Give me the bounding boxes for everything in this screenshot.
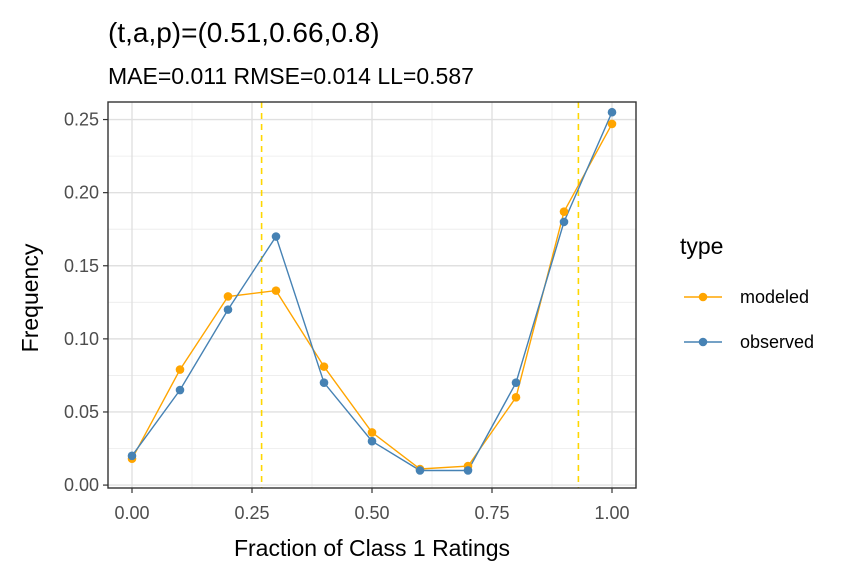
data-point-modeled bbox=[223, 292, 233, 301]
x-tick-label: 0.00 bbox=[114, 503, 149, 523]
data-point-observed bbox=[511, 378, 521, 388]
y-tick-label: 0.15 bbox=[64, 256, 99, 276]
data-point-observed bbox=[367, 436, 377, 446]
x-tick-label: 0.50 bbox=[354, 503, 389, 523]
data-point-observed bbox=[559, 217, 569, 227]
legend-key-point-observed bbox=[698, 337, 708, 347]
chart-title: (t,a,p)=(0.51,0.66,0.8) bbox=[108, 17, 380, 48]
data-point-modeled bbox=[607, 119, 617, 129]
data-point-observed bbox=[415, 466, 425, 475]
data-point-modeled bbox=[367, 428, 377, 437]
y-tick-label: 0.05 bbox=[64, 402, 99, 422]
data-point-modeled bbox=[175, 365, 185, 374]
x-tick-label: 0.75 bbox=[474, 503, 509, 523]
data-point-modeled bbox=[559, 207, 569, 216]
y-axis-title: Frequency bbox=[17, 243, 43, 352]
legend-label-modeled: modeled bbox=[740, 287, 809, 307]
data-point-observed bbox=[463, 466, 473, 475]
legend-label-observed: observed bbox=[740, 332, 814, 352]
x-axis-title: Fraction of Class 1 Ratings bbox=[234, 535, 510, 561]
y-tick-label: 0.00 bbox=[64, 475, 99, 495]
legend-key-point-modeled bbox=[698, 292, 708, 302]
data-point-observed bbox=[175, 385, 185, 395]
data-point-observed bbox=[223, 305, 233, 314]
y-tick-label: 0.10 bbox=[64, 329, 99, 349]
data-point-modeled bbox=[511, 393, 521, 402]
y-tick-label: 0.25 bbox=[64, 110, 99, 130]
data-point-observed bbox=[127, 451, 137, 461]
legend-title: type bbox=[680, 233, 723, 259]
data-point-modeled bbox=[271, 286, 281, 295]
legend: type modeled observed bbox=[680, 233, 814, 352]
x-tick-label: 0.25 bbox=[234, 503, 269, 523]
y-tick-label: 0.20 bbox=[64, 183, 99, 203]
chart-subtitle: MAE=0.011 RMSE=0.014 LL=0.587 bbox=[108, 63, 474, 89]
data-point-observed bbox=[607, 107, 617, 117]
data-point-observed bbox=[319, 378, 329, 388]
plot-area: 0.00 0.25 0.50 0.75 1.00 0.00 0.05 0.10 0.15 0.20… bbox=[64, 101, 637, 523]
data-point-observed bbox=[271, 232, 281, 241]
data-point-modeled bbox=[319, 362, 329, 371]
x-tick-label: 1.00 bbox=[594, 503, 629, 523]
